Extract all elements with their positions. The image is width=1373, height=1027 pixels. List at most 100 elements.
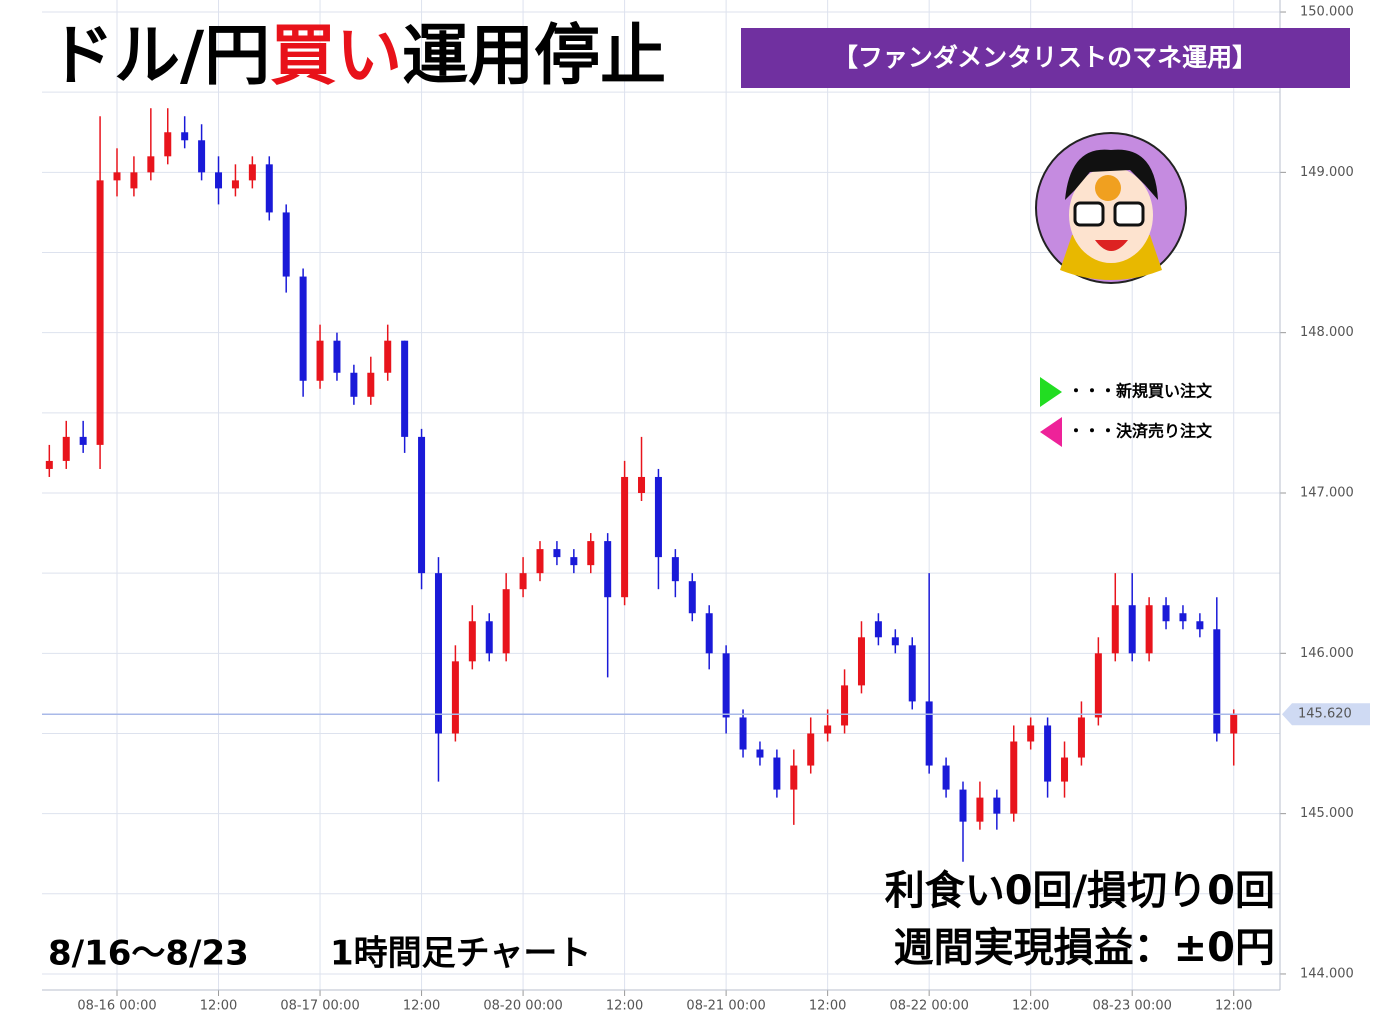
title-part: ドル/円 <box>48 17 270 94</box>
candle-body <box>113 172 121 181</box>
candle-body <box>857 637 865 686</box>
candle-body <box>434 573 442 734</box>
candle-body <box>824 725 832 734</box>
x-tick-label: 12:00 <box>1215 999 1252 1014</box>
candle-body <box>993 797 1001 814</box>
period: 8/16〜8/23 <box>48 934 249 974</box>
y-tick-label: 145.000 <box>1300 806 1354 821</box>
candle-body <box>384 340 392 373</box>
x-tick-label: 12:00 <box>1012 999 1049 1014</box>
candle-body <box>722 653 730 718</box>
candle-body <box>587 541 595 566</box>
candle-body <box>1145 605 1153 654</box>
candle-body <box>638 476 646 493</box>
y-tick-label: 150.000 <box>1300 5 1354 20</box>
x-tick-label: 12:00 <box>606 999 643 1014</box>
candle-body <box>621 476 629 598</box>
legend-label: ・・・決済売り注文 <box>1068 422 1213 441</box>
legend-label: ・・・新規買い注文 <box>1068 382 1213 401</box>
title-part: 買い <box>270 17 402 94</box>
avatar-mouth <box>1095 240 1128 251</box>
title: ドル/円買い運用停止 <box>48 17 666 94</box>
candle-body <box>502 589 510 654</box>
x-tick-label: 08-16 00:00 <box>77 999 156 1014</box>
price-label: 145.620 <box>1298 707 1352 722</box>
candle-body <box>688 581 696 614</box>
candle-body <box>570 557 578 566</box>
candle-body <box>181 132 189 141</box>
candle-body <box>282 212 290 277</box>
caption: 1時間足チャート <box>330 934 591 974</box>
candle-body <box>468 621 476 662</box>
candle-body <box>536 549 544 574</box>
avatar <box>1035 132 1187 284</box>
candle-body <box>96 180 104 445</box>
y-tick-label: 146.000 <box>1300 646 1354 661</box>
legend: ・・・新規買い注文・・・決済売り注文 <box>1040 377 1213 447</box>
candle-body <box>1044 725 1052 782</box>
candle-body <box>1077 717 1085 758</box>
candle-body <box>231 180 239 189</box>
x-tick-label: 12:00 <box>809 999 846 1014</box>
plot <box>42 0 1286 996</box>
candle-body <box>604 541 612 598</box>
candle-body <box>147 156 155 173</box>
title-part: 運用停止 <box>402 17 666 94</box>
candle-body <box>891 637 899 646</box>
candle-body <box>1010 741 1018 814</box>
avatar-glasses <box>1073 201 1105 227</box>
y-tick-label: 144.000 <box>1300 966 1354 981</box>
candle-body <box>519 573 527 590</box>
candle-body <box>418 436 426 574</box>
candle-body <box>1213 629 1221 734</box>
x-tick-label: 08-17 00:00 <box>280 999 359 1014</box>
candle-body <box>401 340 409 437</box>
banner: 【ファンダメンタリストのマネ運用】 <box>833 43 1257 72</box>
candle-body <box>316 340 324 381</box>
candle-body <box>130 172 138 189</box>
candle-body <box>1162 605 1170 622</box>
x-tick-label: 08-20 00:00 <box>483 999 562 1014</box>
candle-body <box>350 372 358 397</box>
x-tick-label: 08-21 00:00 <box>686 999 765 1014</box>
candle-body <box>739 717 747 750</box>
x-tick-label: 12:00 <box>200 999 237 1014</box>
candle-body <box>553 549 561 558</box>
candle-body <box>1179 613 1187 622</box>
x-tick-label: 08-23 00:00 <box>1093 999 1172 1014</box>
avatar-hair <box>1065 149 1158 200</box>
candle-body <box>908 645 916 702</box>
candle-body <box>62 436 70 461</box>
candle-body <box>959 789 967 822</box>
avatar-glasses <box>1113 201 1145 227</box>
legend-marker <box>1040 377 1062 407</box>
candle-body <box>807 733 815 766</box>
candle-body <box>925 701 933 766</box>
summary: 利食い0回/損切り0回 <box>885 868 1275 914</box>
candle-body <box>841 685 849 726</box>
candle-body <box>1094 653 1102 718</box>
candle-body <box>1196 621 1204 630</box>
y-tick-label: 148.000 <box>1300 325 1354 340</box>
candle-body <box>1027 725 1035 742</box>
candle-body <box>790 765 798 790</box>
x-tick-label: 08-22 00:00 <box>889 999 968 1014</box>
avatar-badge <box>1095 175 1121 201</box>
candle-body <box>942 765 950 790</box>
candle-body <box>248 164 256 181</box>
price-tag <box>1282 703 1370 726</box>
x-tick-label: 12:00 <box>403 999 440 1014</box>
banner-bg <box>741 28 1350 88</box>
candle-body <box>671 557 679 582</box>
candle-body <box>367 372 375 397</box>
candle-body <box>299 276 307 381</box>
legend-marker <box>1040 417 1062 447</box>
candle-body <box>485 621 493 654</box>
y-tick-label: 147.000 <box>1300 485 1354 500</box>
candle-body <box>773 757 781 790</box>
candle-body <box>1061 757 1069 782</box>
candle-body <box>1128 605 1136 654</box>
summary: 週間実現損益：±0円 <box>894 925 1275 971</box>
